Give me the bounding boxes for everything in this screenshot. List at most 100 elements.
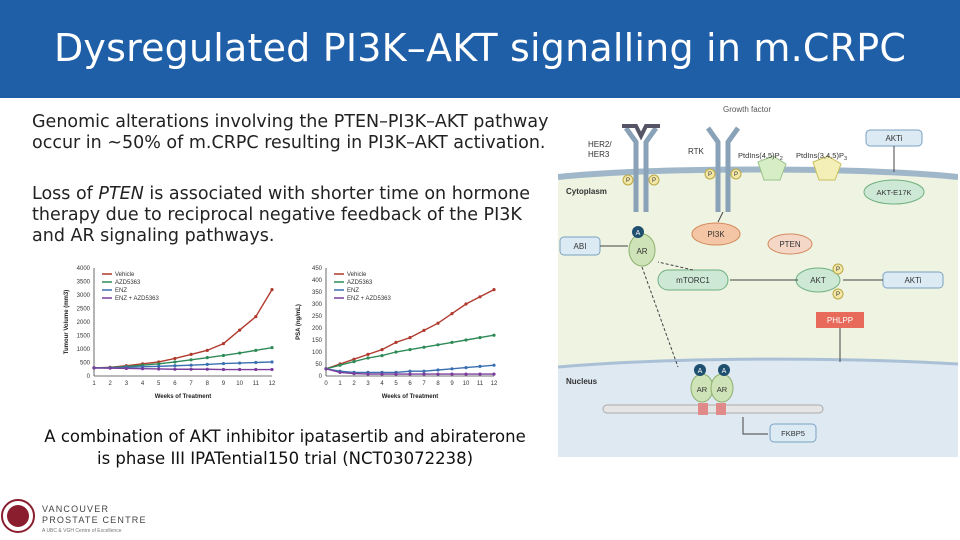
phosphate-1 — [622, 174, 634, 186]
tumour-chart-xtick-3: 4 — [141, 381, 145, 387]
psa-chart-xtick-4: 4 — [380, 381, 384, 387]
tumour-chart-series-3-point-6 — [189, 367, 193, 371]
tumour-chart-ylabel: Tumour Volume (mm3) — [64, 290, 70, 354]
phosphate-1-label: P — [626, 178, 630, 184]
akt-label: AKT — [810, 276, 826, 285]
tumour-chart-xtick-4: 5 — [157, 381, 161, 387]
psa-chart-series-0-point-9 — [450, 312, 454, 316]
phlpp-label: PHLPP — [827, 316, 853, 325]
tumour-chart-legend-label-1: AZD5363 — [115, 280, 141, 286]
akti-label-top: AKTi — [885, 134, 902, 143]
psa-chart-xtick-11: 11 — [477, 381, 484, 387]
tumour-chart-series-3-line — [93, 367, 272, 371]
logo-seal — [7, 505, 29, 527]
psa-chart-series-1-point-7 — [422, 345, 426, 349]
pi3k-node — [691, 222, 741, 246]
psa-chart-series-1-point-12 — [492, 333, 496, 337]
tumour-chart-xtick-6: 7 — [189, 381, 193, 387]
title-bar — [0, 0, 960, 98]
psa-chart-xtick-6: 6 — [408, 381, 412, 387]
psa-chart-ytick-0: 0 — [319, 374, 323, 380]
tumour-chart-series-2-point-9 — [238, 361, 242, 365]
psa-chart-ytick-6: 300 — [312, 302, 323, 308]
psa-chart-series-0-point-2 — [352, 357, 356, 361]
tumour-chart-xtick-7: 8 — [206, 381, 210, 387]
psa-chart-series-2-point-10 — [464, 366, 468, 370]
paragraph2-post: is associated with shorter time on hormo… — [32, 184, 531, 246]
mtorc1-label: mTORC1 — [676, 276, 710, 285]
mtorc1-feedback-arrow — [657, 261, 694, 271]
phosphate-4-label: P — [734, 172, 738, 178]
phosphate-5-label: P — [836, 267, 840, 273]
tumour-chart-series-0-point-7 — [205, 348, 209, 352]
tumour-chart-series-1-point-9 — [238, 351, 242, 355]
psa-chart-ytick-4: 200 — [312, 326, 323, 332]
paragraph-pten-loss: Loss of PTEN is associated with shorter … — [32, 184, 557, 247]
tumour-chart-series-3-point-3 — [140, 367, 145, 371]
psa-chart-ytick-5: 250 — [312, 314, 323, 320]
psa-chart-legend-label-1: AZD5363 — [347, 280, 373, 286]
tumour-chart-xtick-11: 12 — [269, 381, 276, 387]
phosphate-2 — [648, 174, 660, 186]
psa-chart-series-3-point-0 — [324, 367, 328, 371]
psa-chart-xtick-8: 8 — [436, 381, 440, 387]
psa-chart-series-1-line — [325, 334, 495, 370]
tumour-chart-series-0-point-11 — [270, 288, 274, 292]
psa-chart-series-0-point-4 — [380, 348, 384, 352]
psa-chart-series-0-point-6 — [408, 336, 412, 340]
tumour-chart-series-3-point-5 — [173, 367, 177, 371]
psa-chart-series-1-point-8 — [436, 343, 440, 347]
pip3-molecule — [812, 155, 842, 181]
psa-chart-series-3-point-11 — [478, 372, 482, 376]
fkbp5-box — [769, 423, 817, 443]
tumour-chart-series-2-point-11 — [270, 360, 274, 364]
psa-chart-series-3-point-6 — [408, 372, 412, 376]
phosphate-2-label: P — [652, 178, 656, 184]
tumour-chart-series-2-point-10 — [254, 360, 258, 365]
tumour-chart-ytick-3: 1500 — [77, 334, 91, 340]
ar-to-nucleus-arrow — [641, 266, 679, 368]
ar-nucleus-label-1: AR — [697, 385, 708, 394]
akti-label-mid: AKTi — [904, 276, 921, 285]
psa-chart-series-3-point-1 — [338, 370, 342, 374]
tumour-chart-xtick-10: 11 — [253, 381, 260, 387]
tumour-chart-xtick-0: 1 — [92, 381, 96, 387]
tumour-chart-xlabel: Weeks of Treatment — [155, 394, 212, 400]
psa-chart-xtick-7: 7 — [422, 381, 426, 387]
psa-chart-series-0-point-12 — [492, 288, 496, 292]
akt-e17k-label: AKT-E17K — [876, 188, 911, 197]
psa-chart-series-0-point-7 — [422, 328, 426, 332]
tumour-chart-series-3-point-10 — [254, 367, 258, 372]
ar-nucleus-label-2: AR — [717, 385, 728, 394]
are-site-1 — [698, 403, 708, 415]
psa-chart-series-3-point-12 — [492, 372, 496, 376]
androgen-marker-n1-label: A — [698, 368, 703, 375]
her-label-1: HER2/ — [588, 140, 612, 149]
fkbp5-arrow — [742, 417, 768, 435]
psa-chart-series-1-point-4 — [380, 354, 384, 358]
paragraph-genomic-alterations: Genomic alterations involving the PTEN–P… — [32, 112, 549, 153]
logo-line1: VANCOUVER — [42, 504, 109, 514]
rtk-to-pi3k-arrow — [717, 211, 724, 223]
tumour-chart-series-2-point-4 — [157, 364, 161, 368]
phosphate-4 — [730, 168, 742, 180]
tumour-chart-series-1-point-5 — [173, 360, 177, 364]
tumour-chart-series-3-point-4 — [157, 367, 161, 371]
phosphate-5 — [832, 263, 844, 275]
phosphate-3-label: P — [708, 172, 712, 178]
psa-chart-series-0-point-5 — [394, 340, 398, 344]
akt-e17k-node — [863, 179, 925, 205]
psa-chart-ylabel: PSA (ng/mL) — [296, 304, 302, 340]
tumour-chart-series-0-point-5 — [173, 356, 177, 361]
psa-chart-series-1-point-2 — [352, 360, 356, 364]
tumour-chart-xtick-1: 2 — [109, 381, 113, 387]
psa-chart-series-1-point-11 — [478, 336, 482, 340]
psa-chart-series-2-point-6 — [408, 369, 412, 373]
tumour-chart-series-1-line — [93, 346, 273, 369]
tumour-chart-ytick-4: 2000 — [77, 320, 91, 326]
pip2-molecule — [757, 155, 787, 181]
psa-chart-series-0-point-11 — [478, 295, 482, 299]
phlpp-node — [816, 312, 864, 328]
tumour-chart-legend-label-2: ENZ — [115, 288, 127, 294]
